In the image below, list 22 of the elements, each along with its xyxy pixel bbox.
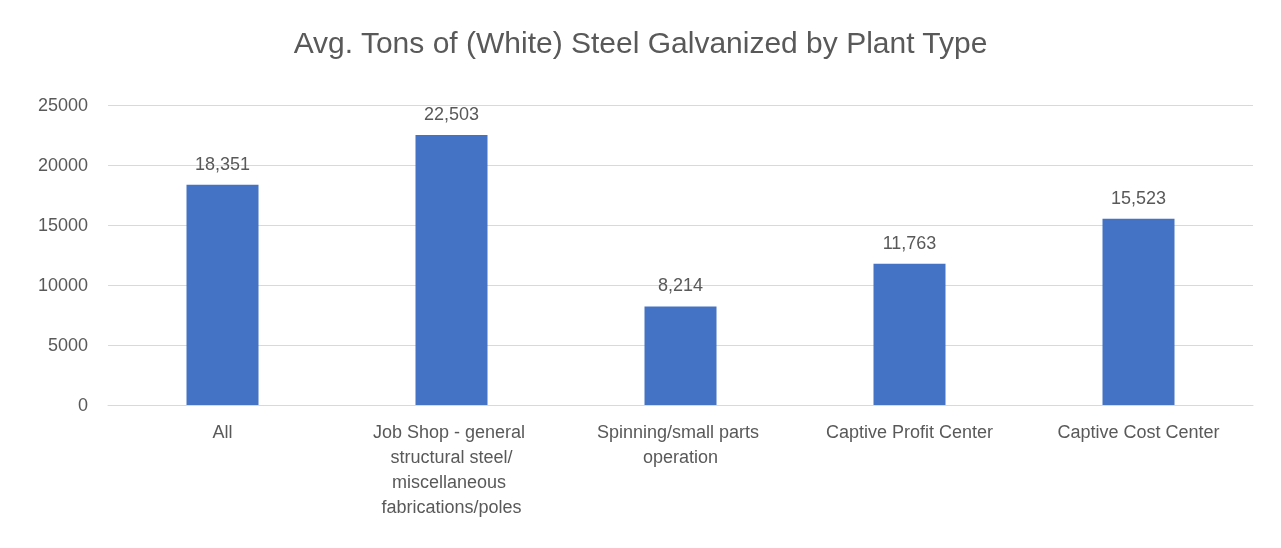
data-label: 22,503 [423, 103, 480, 124]
bar [644, 306, 717, 405]
y-tick-label: 15000 [37, 215, 88, 235]
y-tick-label: 10000 [37, 275, 88, 295]
x-tick-label: All [212, 421, 233, 442]
y-tick-label: 25000 [37, 95, 88, 115]
data-label: 11,763 [882, 232, 937, 253]
x-tick-label: Job Shop - general structural steel/miscellaneous fabrications/poles [372, 421, 531, 517]
data-label: 8,214 [657, 275, 704, 296]
bar [873, 263, 946, 405]
bar [186, 184, 259, 405]
y-tick-label: 5000 [47, 335, 88, 355]
bar [415, 134, 488, 405]
x-tick-label: Captive Cost Center [1057, 421, 1220, 442]
bar [1102, 218, 1175, 405]
x-tick-label: Captive Profit Center [825, 421, 994, 442]
y-tick-label: 0 [77, 395, 88, 415]
data-label: 18,351 [194, 153, 251, 174]
y-tick-label: 20000 [37, 155, 88, 175]
x-tick-label: Spinning/small parts operation [596, 421, 765, 467]
data-label: 15,523 [1110, 187, 1167, 208]
chart-title: Avg. Tons of (White) Steel Galvanized by Plant Type [293, 25, 988, 59]
